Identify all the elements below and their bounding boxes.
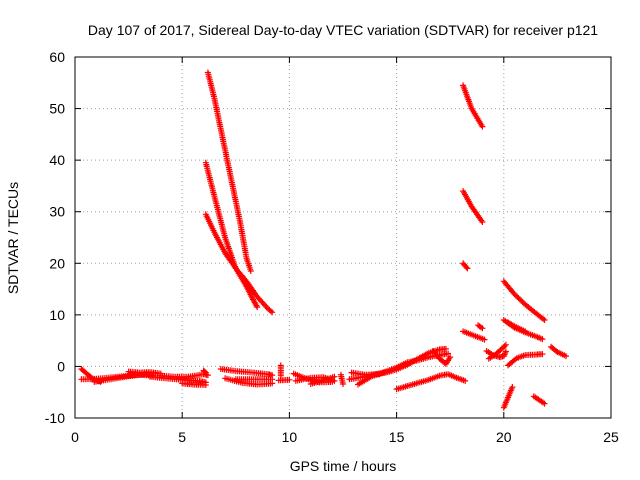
- data-point-markers: [460, 188, 486, 225]
- data-point-markers: [204, 69, 254, 274]
- data-point-markers: [307, 373, 338, 387]
- data-point-markers: [157, 371, 211, 380]
- data-point-markers: [460, 260, 471, 272]
- y-tick-label: 10: [49, 307, 65, 323]
- series-track-20: [337, 371, 346, 387]
- data-point-markers: [460, 82, 486, 130]
- series-track-39: [548, 343, 569, 360]
- series-track-32: [485, 341, 509, 362]
- data-point-markers: [217, 366, 276, 379]
- data-point-markers: [430, 348, 454, 367]
- x-tick-label: 15: [389, 429, 405, 445]
- data-point-markers: [337, 371, 346, 387]
- data-point-markers: [505, 319, 529, 335]
- chart-title: Day 107 of 2017, Sidereal Day-to-day VTE…: [88, 22, 598, 38]
- x-tick-label: 20: [496, 429, 512, 445]
- data-point-markers: [485, 341, 509, 362]
- data-point-markers: [200, 367, 209, 376]
- series-track-3: [91, 371, 156, 385]
- x-axis-label: GPS time / hours: [290, 458, 397, 474]
- series-track-35: [505, 319, 529, 335]
- grid: [75, 57, 611, 418]
- data-point-markers: [202, 211, 276, 316]
- data-point-markers: [548, 343, 569, 360]
- series-track-4: [125, 368, 164, 377]
- x-tick-label: 0: [71, 429, 79, 445]
- series-track-27: [460, 188, 486, 225]
- series-track-36: [505, 351, 546, 369]
- y-tick-label: 0: [57, 358, 65, 374]
- x-tick-label: 10: [282, 429, 298, 445]
- series-track-14: [232, 376, 276, 383]
- series-track-33: [500, 278, 548, 323]
- series-track-8: [200, 367, 209, 376]
- data-point-markers: [500, 384, 516, 411]
- data-point-markers: [460, 328, 488, 343]
- series-track-28: [460, 260, 471, 272]
- series-track-24: [393, 371, 469, 393]
- series-track-13: [222, 375, 276, 388]
- ticks: 0 5 10 15 20 25 -10 0 10 20 30 40 50 60: [45, 49, 619, 445]
- y-tick-label: 60: [49, 49, 65, 65]
- y-tick-label: 40: [49, 152, 65, 168]
- y-tick-label: 50: [49, 101, 65, 117]
- data-point-markers: [232, 376, 276, 383]
- series-track-19: [307, 373, 338, 387]
- data-point-markers: [505, 351, 546, 369]
- series-track-15: [277, 362, 284, 379]
- y-tick-label: -10: [45, 410, 65, 426]
- series-track-23: [355, 368, 389, 388]
- x-tick-label: 25: [603, 429, 619, 445]
- plot-frame: [74, 56, 612, 419]
- series-track-25: [430, 348, 454, 367]
- data-point-markers: [91, 371, 156, 385]
- data-point-markers: [393, 371, 469, 393]
- x-tick-label: 5: [178, 429, 186, 445]
- data-point-markers: [125, 368, 164, 377]
- series-track-30: [475, 322, 486, 332]
- data-point-markers: [500, 278, 548, 323]
- y-axis-label: SDTVAR / TECUs: [5, 182, 21, 294]
- data-point-markers: [530, 393, 548, 407]
- series-track-37: [500, 384, 516, 411]
- data-point-markers: [275, 376, 293, 384]
- series-track-6: [157, 371, 211, 380]
- series-track-29: [460, 328, 488, 343]
- series-track-9: [204, 69, 254, 274]
- series-track-11: [202, 211, 276, 316]
- series-track-7: [179, 380, 209, 388]
- data-point-markers: [179, 380, 209, 388]
- y-tick-label: 30: [49, 204, 65, 220]
- series-track-26: [460, 82, 486, 130]
- series-track-12: [217, 366, 276, 379]
- series-track-16: [275, 376, 293, 384]
- data-point-markers: [277, 362, 284, 379]
- data-point-markers: [222, 375, 276, 388]
- data-point-markers: [475, 322, 486, 332]
- data-layer: [78, 69, 569, 411]
- data-point-markers: [355, 368, 389, 388]
- y-tick-label: 20: [49, 255, 65, 271]
- series-track-38: [530, 393, 548, 407]
